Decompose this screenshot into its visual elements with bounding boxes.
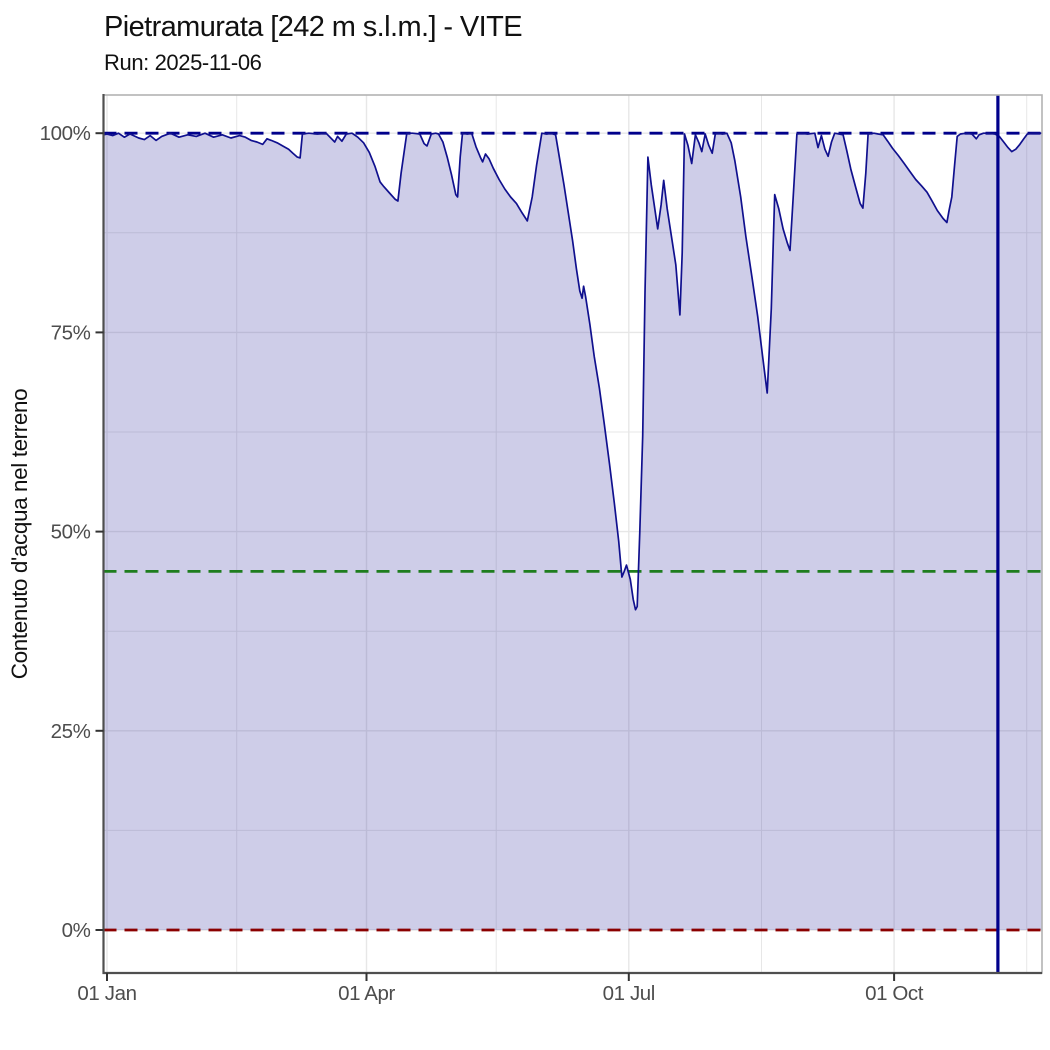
- soil-water-line: [103, 132, 1042, 611]
- y-axis-title: Contenuto d'acqua nel terreno: [7, 389, 32, 679]
- chart-subtitle: Run: 2025-11-06: [104, 50, 262, 75]
- y-axis: 0% 25% 50% 75% 100%: [40, 122, 104, 942]
- y-tick-label: 25%: [51, 720, 91, 743]
- x-axis: 01 Jan 01 Apr 01 Jul 01 Oct: [77, 973, 924, 1005]
- soil-water-area: [103, 133, 1042, 930]
- y-tick-label: 100%: [40, 122, 91, 145]
- panel-border: [102, 94, 1043, 975]
- y-tick-label: 0%: [62, 919, 91, 942]
- x-tick-label: 01 Oct: [865, 982, 924, 1005]
- x-tick-label: 01 Jul: [603, 982, 655, 1005]
- y-tick-label: 50%: [51, 521, 91, 544]
- chart-title: Pietramurata [242 m s.l.m.] - VITE: [104, 11, 523, 43]
- y-tick-label: 75%: [51, 321, 91, 344]
- x-tick-label: 01 Apr: [338, 982, 395, 1005]
- x-tick-label: 01 Jan: [77, 982, 136, 1005]
- gridlines: [103, 95, 1042, 973]
